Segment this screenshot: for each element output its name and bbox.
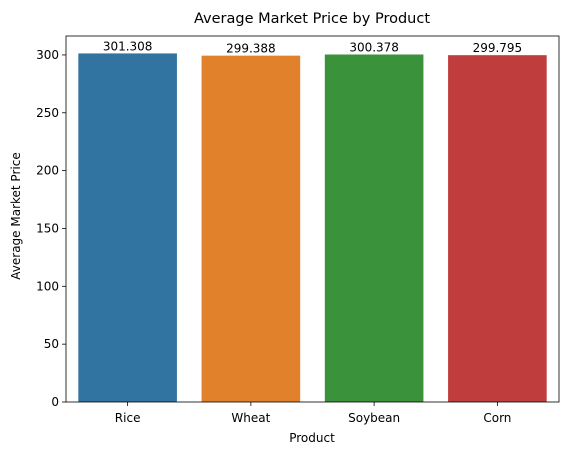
x-tick-label-corn: Corn: [483, 411, 511, 425]
y-tick-label-200: 200: [36, 164, 59, 178]
bar-rice: [78, 53, 177, 402]
x-tick-label-wheat: Wheat: [231, 411, 270, 425]
x-tick-label-soybean: Soybean: [348, 411, 400, 425]
y-tick-label-100: 100: [36, 279, 59, 293]
x-axis-label: Product: [289, 431, 335, 445]
bar-value-label-wheat: 299.388: [226, 42, 276, 56]
y-tick-label-250: 250: [36, 106, 59, 120]
plot-area: 301.308 Rice 299.388 Wheat 300.378 Soybean 299…: [36, 35, 560, 425]
y-tick-label-50: 50: [44, 337, 59, 351]
bar-soybean: [324, 54, 424, 402]
y-tick-label-0: 0: [51, 395, 59, 409]
bar-value-label-rice: 301.308: [103, 39, 153, 53]
y-tick-label-150: 150: [36, 221, 59, 235]
bar-wheat: [201, 55, 301, 402]
y-tick-label-300: 300: [36, 48, 59, 62]
x-tick-label-rice: Rice: [115, 411, 141, 425]
chart-title: Average Market Price by Product: [194, 11, 430, 27]
bar-value-label-corn: 299.795: [473, 41, 523, 55]
bar-value-label-soybean: 300.378: [349, 41, 399, 55]
bar-corn: [448, 55, 547, 403]
y-axis-label: Average Market Price: [9, 152, 23, 279]
plot-frame: [65, 35, 560, 403]
